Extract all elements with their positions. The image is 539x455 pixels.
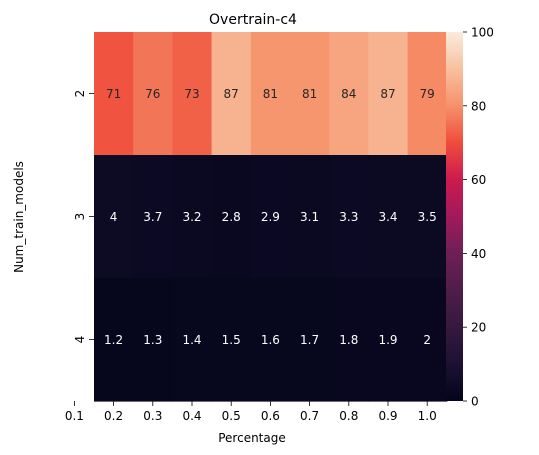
y-axis: 2 3 4 (73, 90, 94, 344)
heatmap-cells (94, 32, 448, 402)
colorbar-tick-label: 60 (471, 173, 486, 187)
colorbar-tick-label: 40 (471, 247, 486, 261)
x-tick-label: 0.4 (182, 409, 201, 423)
cell-value-label: 1.5 (222, 333, 241, 347)
heatmap-cell (94, 32, 134, 156)
heatmap-cell (290, 32, 330, 156)
heatmap-cell (250, 278, 291, 402)
cell-value-label: 1.2 (104, 333, 123, 347)
colorbar-gradient (446, 32, 463, 401)
x-tick-label: 0.9 (378, 409, 397, 423)
x-axis-label: Percentage (218, 431, 286, 445)
heatmap-cell (94, 278, 134, 402)
heatmap-cell (172, 278, 213, 402)
cell-value-label: 2.8 (222, 210, 241, 224)
heatmap-cell (211, 278, 252, 402)
cell-value-label: 1.8 (339, 333, 358, 347)
cell-value-label: 1.6 (261, 333, 280, 347)
cell-value-label: 73 (184, 87, 199, 101)
heatmap-cell (407, 278, 448, 402)
heatmap-cell (290, 155, 330, 279)
cell-value-label: 1.9 (378, 333, 397, 347)
cell-value-label: 81 (302, 87, 317, 101)
heatmap-cell (329, 278, 369, 402)
cell-value-label: 3.5 (418, 210, 437, 224)
cell-value-label: 76 (145, 87, 160, 101)
cell-value-label: 3.3 (339, 210, 358, 224)
heatmap-cell (407, 155, 448, 279)
colorbar: 0 20 40 60 80 100 (446, 26, 494, 409)
x-axis: 0.1 0.2 0.3 0.4 0.5 0.6 0.7 0.8 0.9 1.0 (65, 401, 437, 423)
colorbar-tick-label: 0 (471, 395, 479, 409)
cell-value-label: 3.1 (300, 210, 319, 224)
heatmap-cell (211, 32, 252, 156)
heatmap-cell (133, 155, 173, 279)
cell-value-label: 2 (423, 333, 431, 347)
x-tick-label: 0.5 (222, 409, 241, 423)
y-axis-label: Num_train_models (12, 161, 26, 273)
x-tick-label: 0.7 (300, 409, 319, 423)
cell-value-label: 4 (110, 210, 118, 224)
heatmap-cell (133, 278, 173, 402)
y-tick-label: 2 (73, 90, 87, 98)
heatmap-cell (211, 155, 252, 279)
cell-value-label: 1.7 (300, 333, 319, 347)
colorbar-tick-label: 20 (471, 321, 486, 335)
heatmap-cell (94, 155, 134, 279)
heatmap-cell (368, 155, 409, 279)
colorbar-ticks: 0 20 40 60 80 100 (463, 26, 494, 409)
cell-value-label: 79 (420, 87, 435, 101)
heatmap-cell (290, 278, 330, 402)
x-tick-label: 0.3 (143, 409, 162, 423)
cell-value-label: 71 (106, 87, 121, 101)
heatmap-cell (133, 32, 173, 156)
chart-title: Overtrain-c4 (209, 12, 297, 28)
heatmap-cell (329, 155, 369, 279)
heatmap-cell (368, 32, 409, 156)
cell-value-label: 84 (341, 87, 356, 101)
cell-value-label: 87 (380, 87, 395, 101)
x-tick-label: 1.0 (418, 409, 437, 423)
x-tick-label: 0.2 (104, 409, 123, 423)
cell-value-label: 3.2 (182, 210, 201, 224)
x-tick-label: 0.1 (65, 409, 84, 423)
y-tick-label: 4 (73, 336, 87, 344)
cell-value-label: 3.4 (378, 210, 397, 224)
y-tick-label: 3 (73, 213, 87, 221)
heatmap-cell (250, 32, 291, 156)
cell-value-label: 2.9 (261, 210, 280, 224)
x-tick-label: 0.8 (339, 409, 358, 423)
cell-value-label: 1.4 (182, 333, 201, 347)
cell-value-label: 1.3 (143, 333, 162, 347)
heatmap-cell (407, 32, 448, 156)
x-tick-label: 0.6 (261, 409, 280, 423)
colorbar-tick-label: 100 (471, 26, 494, 40)
heatmap-cell (368, 278, 409, 402)
colorbar-tick-label: 80 (471, 99, 486, 113)
heatmap-cell (329, 32, 369, 156)
heatmap-cell (172, 32, 213, 156)
cell-value-label: 81 (263, 87, 278, 101)
heatmap-cell (172, 155, 213, 279)
cell-value-label: 3.7 (143, 210, 162, 224)
cell-value-label: 87 (224, 87, 239, 101)
heatmap-cell-labels: 71 76 73 87 81 81 84 87 79 4 3.7 3.2 2.8 2.9 3.1 3.3 3.4… (104, 87, 437, 347)
heatmap-cell (250, 155, 291, 279)
